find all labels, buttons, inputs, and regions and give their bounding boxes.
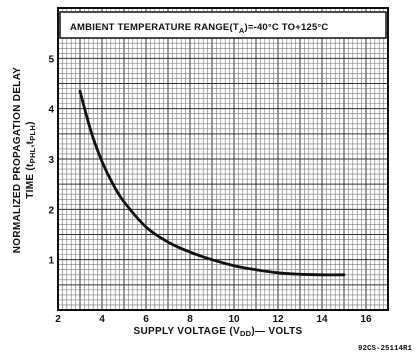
plot-frame [57, 7, 389, 311]
x-axis-label: SUPPLY VOLTAGE (VDD)— VOLTS [134, 326, 303, 338]
x-tick-label: 12 [272, 314, 284, 325]
x-tick-label: 16 [360, 314, 372, 325]
y-tick-label: 3 [48, 155, 54, 166]
y-tick-label: 4 [48, 105, 54, 116]
x-tick-label: 4 [99, 314, 105, 325]
y-axis-label-line2: TIME (tPHL,tPLH) [25, 121, 37, 199]
y-tick-label: 5 [48, 54, 54, 65]
chart-grid [57, 7, 389, 311]
y-axis-label-line1: NORMALIZED PROPAGATION DELAY [12, 67, 23, 254]
x-tick-label: 10 [228, 314, 240, 325]
series-layer [78, 89, 346, 277]
annotation-text: AMBIENT TEMPERATURE RANGE(TA)=-40°C TO+1… [70, 22, 329, 35]
annotation-box [59, 11, 387, 39]
x-tick-label: 8 [187, 314, 193, 325]
y-tick-label: 2 [48, 205, 54, 216]
x-tick-label: 2 [55, 314, 61, 325]
y-tick-label: 1 [48, 256, 54, 267]
figure-code: 92CS-25114R1 [358, 345, 413, 353]
x-tick-label: 6 [143, 314, 149, 325]
delay-curve [78, 89, 346, 277]
x-tick-label: 14 [316, 314, 328, 325]
